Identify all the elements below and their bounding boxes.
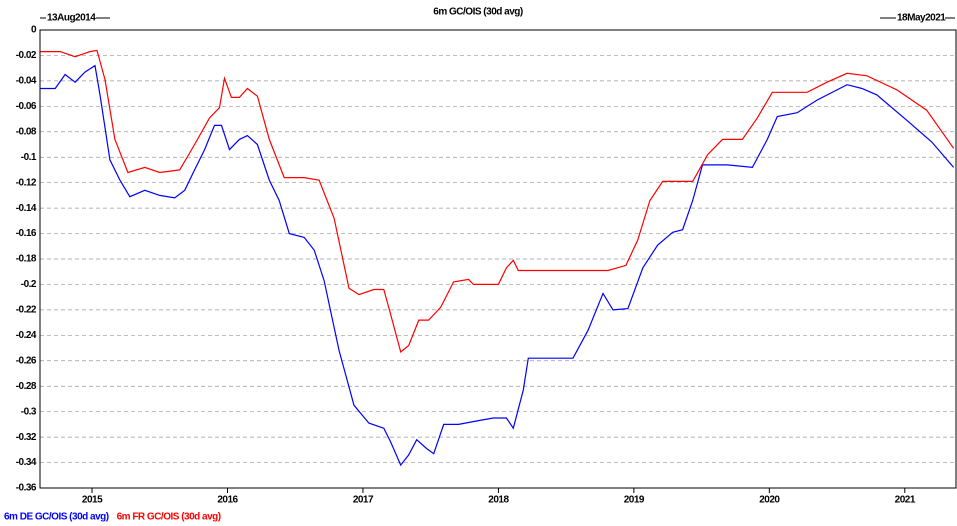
y-tick-label: -0.22 — [16, 305, 37, 316]
y-tick-label: -0.04 — [16, 76, 37, 87]
x-tick-label: 2019 — [624, 495, 645, 506]
y-tick-label: -0.14 — [16, 203, 37, 214]
start-date: 13Aug2014 — [47, 13, 96, 24]
line — [40, 49, 955, 353]
x-tick-label: 2015 — [82, 495, 103, 506]
y-tick-label: 0 — [31, 25, 37, 36]
y-tick-label: -0.36 — [16, 483, 37, 494]
x-tick-label: 2017 — [353, 495, 374, 506]
y-tick-label: -0.32 — [16, 432, 37, 443]
end-date: 18May2021 — [897, 13, 946, 24]
y-tick-label: -0.1 — [21, 152, 37, 163]
legend-label: 6m FR GC/OIS (30d avg) — [117, 512, 221, 523]
y-tick-label: -0.12 — [16, 177, 37, 188]
y-tick-label: -0.08 — [16, 126, 37, 137]
y-tick-label: -0.18 — [16, 254, 37, 265]
y-tick-label: -0.02 — [16, 50, 37, 61]
plot-frame — [39, 29, 957, 489]
x-tick-label: 2018 — [488, 495, 509, 506]
y-tick-label: -0.28 — [16, 381, 37, 392]
line — [40, 64, 955, 467]
x-tick-label: 2016 — [217, 495, 238, 506]
y-tick-label: -0.3 — [21, 406, 37, 417]
y-tick-label: -0.06 — [16, 101, 37, 112]
y-tick-label: -0.34 — [16, 457, 37, 468]
legend-label: 6m DE GC/OIS (30d avg) — [4, 512, 109, 523]
y-tick-label: -0.26 — [16, 355, 37, 366]
y-tick-label: -0.16 — [16, 228, 37, 239]
y-tick-label: -0.24 — [16, 330, 37, 341]
x-tick-label: 2021 — [895, 495, 916, 506]
x-tick-label: 2020 — [759, 495, 780, 506]
chart-title: 6m GC/OIS (30d avg) — [433, 7, 523, 18]
y-tick-label: -0.2 — [21, 279, 37, 290]
